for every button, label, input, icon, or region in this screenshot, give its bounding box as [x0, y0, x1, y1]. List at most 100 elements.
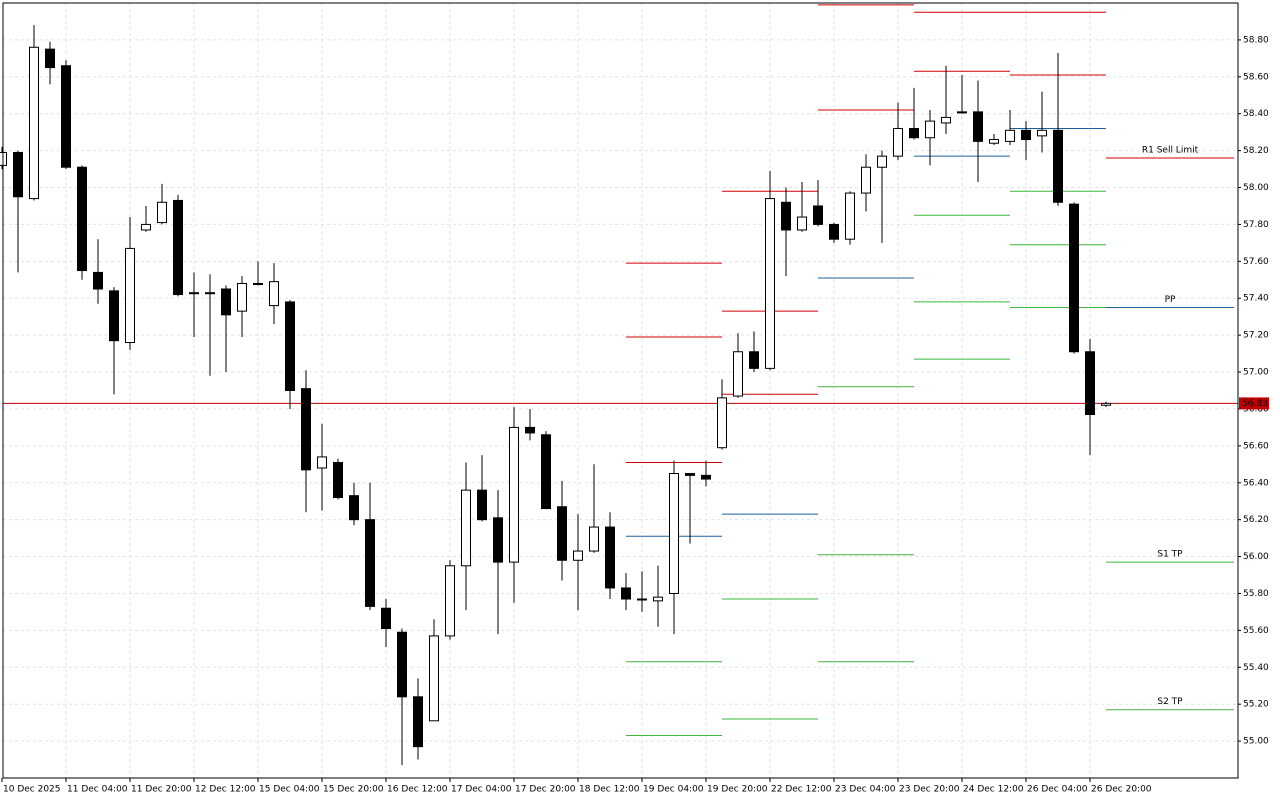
candle-body [445, 565, 455, 637]
y-tick-label: 55.00 [1243, 737, 1269, 747]
candle-body [877, 155, 887, 168]
candle-body [637, 598, 647, 601]
candle-body [125, 247, 135, 344]
candle-body [173, 199, 183, 296]
x-tick-label: 19 Dec 04:00 [643, 785, 704, 795]
candle-body [1069, 203, 1079, 353]
y-tick-label: 57.80 [1243, 220, 1269, 230]
candle-body [957, 111, 967, 114]
candle-body [1085, 351, 1095, 415]
candle-body [845, 192, 855, 240]
pivot-label: S2 TP [1157, 697, 1183, 707]
pivot-label: S1 TP [1157, 550, 1183, 560]
candle-body [733, 351, 743, 397]
y-tick-label: 56.80 [1243, 404, 1269, 414]
y-tick-label: 55.20 [1243, 700, 1269, 710]
candle-body [797, 216, 807, 231]
candle-body [301, 388, 311, 471]
candle-body [829, 223, 839, 240]
candle-body [589, 526, 599, 552]
candle-body [557, 506, 567, 561]
candle-body [205, 292, 215, 295]
candle-body [429, 635, 439, 722]
y-tick-label: 58.00 [1243, 183, 1269, 193]
x-tick-label: 22 Dec 12:00 [771, 785, 832, 795]
candle-body [141, 223, 151, 231]
candle-body [237, 282, 247, 312]
x-tick-label: 19 Dec 20:00 [707, 785, 768, 795]
x-tick-label: 11 Dec 20:00 [131, 785, 192, 795]
candle-body [333, 461, 343, 499]
candle-body [989, 139, 999, 144]
candle-body [397, 631, 407, 698]
candle-body [765, 198, 775, 369]
candle-body [1021, 129, 1031, 141]
y-tick-label: 57.60 [1243, 257, 1269, 267]
x-tick-label: 26 Dec 20:00 [1091, 785, 1152, 795]
plot-frame [2, 2, 1239, 779]
candle-body [461, 489, 471, 567]
candle-body [253, 282, 263, 285]
candle-body [685, 473, 695, 476]
candle-body [653, 596, 663, 602]
candle-body [781, 201, 791, 231]
x-tick-label: 18 Dec 12:00 [579, 785, 640, 795]
candle-body [525, 426, 535, 434]
candle-body [701, 474, 711, 480]
y-tick-label: 55.80 [1243, 589, 1269, 599]
candle-body [1053, 129, 1063, 203]
candle-body [477, 489, 487, 521]
y-tick-label: 56.60 [1243, 441, 1269, 451]
x-tick-label: 17 Dec 04:00 [451, 785, 512, 795]
candle-body [909, 127, 919, 139]
candle-body [109, 290, 119, 342]
candle-body [189, 292, 199, 295]
candle-body [77, 166, 87, 272]
y-tick-label: 56.20 [1243, 515, 1269, 525]
x-tick-label: 15 Dec 04:00 [259, 785, 320, 795]
candle-body [349, 495, 359, 521]
candle-body [941, 116, 951, 124]
x-tick-label: 17 Dec 20:00 [515, 785, 576, 795]
y-tick-label: 57.20 [1243, 331, 1269, 341]
candle-body [61, 65, 71, 168]
candle-body [1037, 129, 1047, 137]
y-tick-label: 58.20 [1243, 146, 1269, 156]
y-tick-label: 57.00 [1243, 368, 1269, 378]
candle-body [45, 48, 55, 69]
x-tick-label: 15 Dec 20:00 [323, 785, 384, 795]
candle-body [541, 434, 551, 510]
candle-body [413, 696, 423, 748]
price-tag-label: 56.83 [1242, 399, 1268, 409]
candle-body [381, 607, 391, 630]
candle-body [269, 281, 279, 307]
y-tick-label: 58.40 [1243, 109, 1269, 119]
x-tick-label: 23 Dec 20:00 [899, 785, 960, 795]
candle-body [221, 288, 231, 316]
x-tick-label: 26 Dec 04:00 [1027, 785, 1088, 795]
x-tick-label: 10 Dec 2025 [3, 785, 61, 795]
candle-body [1005, 129, 1015, 142]
y-tick-label: 56.00 [1243, 552, 1269, 562]
candle-body [669, 473, 679, 594]
candle-body [749, 351, 759, 369]
candle-body [813, 205, 823, 225]
x-tick-label: 11 Dec 04:00 [67, 785, 128, 795]
candle-body [573, 550, 583, 561]
y-tick-label: 58.80 [1243, 35, 1269, 45]
candle-body [285, 301, 295, 391]
candle-body [861, 166, 871, 194]
y-tick-label: 58.60 [1243, 72, 1269, 82]
candle-body [717, 397, 727, 449]
y-tick-label: 56.40 [1243, 478, 1269, 488]
candle-body [493, 517, 503, 563]
candle-body [317, 456, 327, 469]
x-tick-label: 24 Dec 12:00 [963, 785, 1024, 795]
candle-body [621, 587, 631, 600]
y-tick-label: 55.40 [1243, 663, 1269, 673]
y-tick-label: 57.40 [1243, 294, 1269, 304]
pivot-label: PP [1165, 295, 1176, 305]
